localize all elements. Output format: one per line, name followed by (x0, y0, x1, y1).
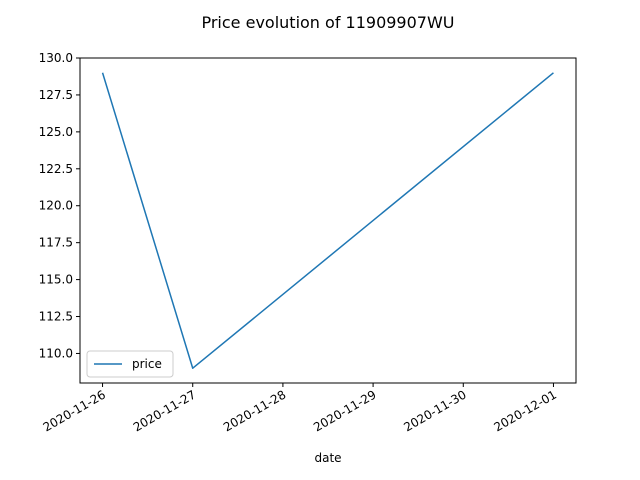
plot-frame (79, 57, 577, 384)
series-line-price (101, 72, 554, 369)
series-layer (101, 72, 554, 369)
x-axis-label: date (314, 451, 341, 465)
x-axis-ticks: 2020-11-26 2020-11-27 2020-11-28 2020-11-29… (41, 383, 559, 434)
x-tick-label: 2020-11-29 (311, 387, 378, 434)
y-tick-label: 122.5 (39, 162, 73, 176)
legend: price (86, 350, 174, 378)
y-tick-label: 117.5 (39, 236, 73, 250)
y-tick-label: 125.0 (39, 125, 73, 139)
x-tick-label: 2020-11-30 (401, 387, 468, 434)
y-tick-label: 127.5 (39, 88, 73, 102)
x-tick-label: 2020-11-26 (41, 387, 108, 434)
y-tick-label: 115.0 (39, 273, 73, 287)
y-axis-ticks: 110.0 112.5 115.0 117.5 120.0 122.5 125.0 127.5… (39, 51, 80, 360)
x-tick-label: 2020-11-27 (131, 387, 198, 434)
legend-label-price: price (132, 357, 162, 371)
x-tick-label: 2020-11-28 (221, 387, 288, 434)
y-tick-label: 112.5 (39, 310, 73, 324)
chart-title: Price evolution of 11909907WU (201, 13, 454, 32)
y-tick-label: 110.0 (39, 346, 73, 360)
x-tick-label: 2020-12-01 (492, 387, 559, 434)
y-tick-label: 120.0 (39, 199, 73, 213)
legend-box (86, 350, 174, 378)
y-tick-label: 130.0 (39, 51, 73, 65)
